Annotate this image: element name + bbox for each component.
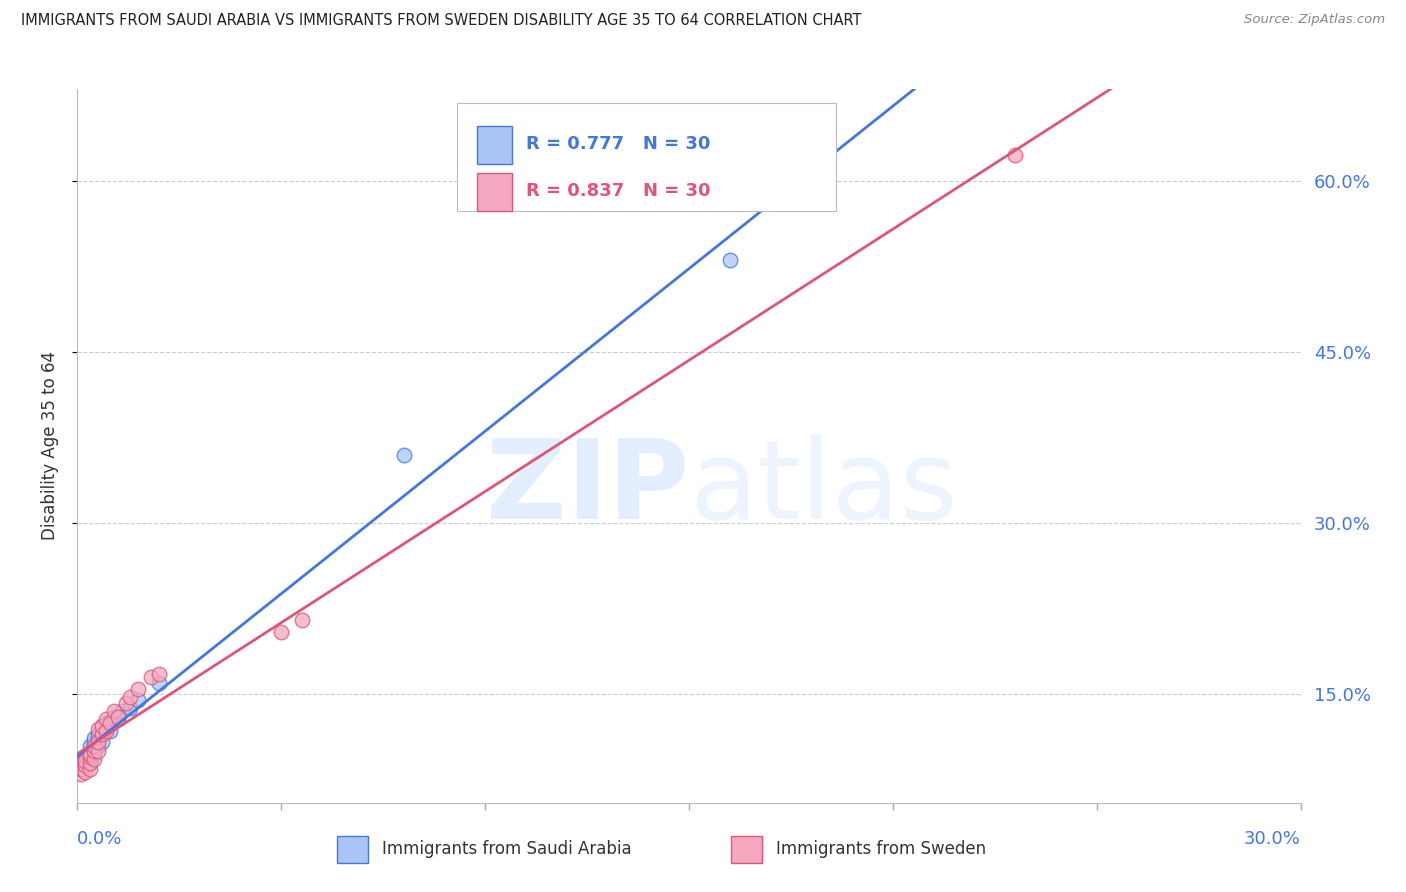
Text: 30.0%: 30.0%: [1244, 830, 1301, 847]
Point: [291, 613, 314, 627]
Bar: [477, 126, 512, 164]
Point: [120, 701, 142, 715]
Point: [90, 719, 112, 733]
Point: [87, 735, 110, 749]
Point: [79, 744, 101, 758]
Point: [94, 722, 117, 736]
Point: [98, 723, 121, 738]
Point: [70, 767, 93, 781]
Point: [70, 762, 93, 776]
Text: Immigrants from Saudi Arabia: Immigrants from Saudi Arabia: [382, 840, 633, 858]
Point: [107, 713, 129, 727]
Point: [83, 742, 105, 756]
Point: [79, 762, 101, 776]
Point: [87, 739, 110, 753]
Point: [79, 750, 101, 764]
Point: [79, 756, 101, 770]
Point: [148, 666, 170, 681]
Point: [107, 710, 129, 724]
Point: [87, 744, 110, 758]
Point: [90, 723, 112, 738]
Point: [103, 710, 125, 724]
Text: R = 0.837   N = 30: R = 0.837 N = 30: [526, 182, 711, 200]
Text: Source: ZipAtlas.com: Source: ZipAtlas.com: [1244, 13, 1385, 27]
Point: [148, 676, 170, 690]
Point: [75, 758, 97, 772]
Point: [90, 735, 112, 749]
Point: [79, 739, 101, 753]
Point: [392, 448, 415, 462]
Text: ZIP: ZIP: [485, 435, 689, 542]
Point: [87, 722, 110, 736]
Text: IMMIGRANTS FROM SAUDI ARABIA VS IMMIGRANTS FROM SWEDEN DISABILITY AGE 35 TO 64 C: IMMIGRANTS FROM SAUDI ARABIA VS IMMIGRAN…: [21, 13, 862, 29]
Point: [111, 705, 134, 719]
Point: [120, 690, 142, 704]
Point: [1004, 148, 1026, 162]
Point: [103, 705, 125, 719]
Bar: [477, 173, 512, 211]
Point: [94, 713, 117, 727]
Point: [83, 752, 105, 766]
Point: [98, 715, 121, 730]
Point: [128, 681, 150, 696]
Point: [270, 624, 292, 639]
Point: [87, 733, 110, 747]
Point: [79, 756, 101, 770]
Point: [718, 253, 741, 268]
Point: [94, 723, 117, 738]
Text: R = 0.777   N = 30: R = 0.777 N = 30: [526, 135, 710, 153]
Point: [79, 750, 101, 764]
Point: [70, 756, 93, 770]
Point: [75, 749, 97, 764]
Point: [87, 727, 110, 741]
Point: [83, 744, 105, 758]
Point: [83, 747, 105, 761]
Point: [83, 735, 105, 749]
Point: [83, 731, 105, 745]
Point: [90, 727, 112, 741]
FancyBboxPatch shape: [457, 103, 835, 211]
Point: [139, 670, 162, 684]
Point: [115, 697, 138, 711]
Point: [94, 715, 117, 730]
Point: [79, 747, 101, 761]
Y-axis label: Disability Age 35 to 64: Disability Age 35 to 64: [41, 351, 59, 541]
Point: [83, 739, 105, 753]
Point: [70, 754, 93, 768]
Point: [75, 758, 97, 772]
Text: Immigrants from Sweden: Immigrants from Sweden: [776, 840, 986, 858]
Point: [75, 754, 97, 768]
Point: [75, 752, 97, 766]
Text: 0.0%: 0.0%: [77, 830, 122, 847]
Point: [128, 693, 150, 707]
Point: [75, 764, 97, 779]
Text: atlas: atlas: [689, 435, 957, 542]
Point: [90, 719, 112, 733]
